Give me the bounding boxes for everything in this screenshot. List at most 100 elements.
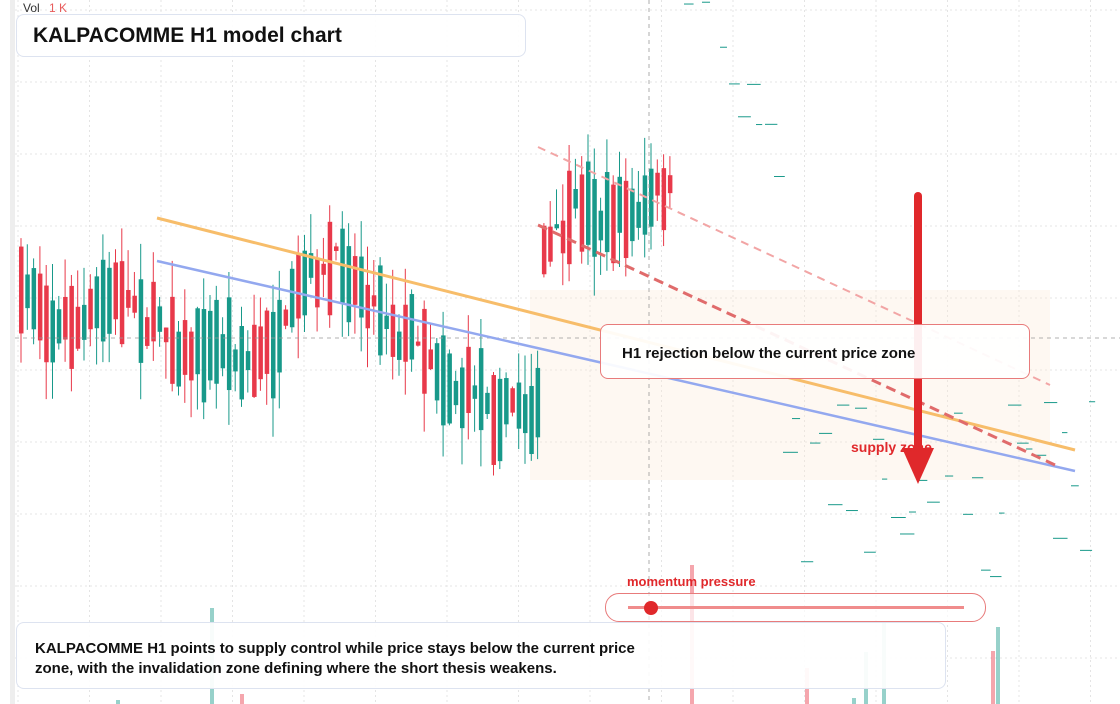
candle bbox=[371, 295, 377, 307]
candle bbox=[390, 304, 396, 357]
slider-track bbox=[628, 606, 964, 609]
momentum-slider bbox=[605, 593, 986, 622]
title-box: KALPACOMME H1 model chart bbox=[16, 14, 526, 57]
candle bbox=[214, 299, 219, 384]
candle bbox=[567, 170, 572, 265]
candle bbox=[145, 317, 150, 346]
candle bbox=[579, 174, 585, 252]
candle bbox=[466, 346, 471, 414]
candle bbox=[623, 180, 629, 259]
vol-value: 1 K bbox=[49, 1, 67, 15]
candle bbox=[138, 279, 144, 363]
candle bbox=[157, 306, 163, 332]
candle bbox=[667, 175, 673, 194]
candle bbox=[415, 341, 421, 346]
candle bbox=[642, 175, 648, 235]
candle bbox=[617, 176, 622, 233]
supply-zone bbox=[530, 290, 1050, 480]
candle bbox=[485, 392, 490, 415]
candle bbox=[315, 257, 320, 308]
candle bbox=[289, 268, 295, 328]
candle bbox=[655, 172, 660, 196]
candle bbox=[636, 201, 641, 228]
candle bbox=[245, 351, 251, 371]
candle bbox=[75, 306, 81, 349]
summary: KALPACOMME H1 points to supply control w… bbox=[35, 640, 635, 677]
candle bbox=[31, 268, 37, 330]
candle bbox=[529, 385, 534, 455]
candle bbox=[201, 309, 207, 403]
candle bbox=[19, 246, 24, 334]
candle bbox=[403, 304, 408, 362]
zone-label: supply zone bbox=[851, 439, 932, 455]
candle bbox=[586, 161, 591, 245]
candle bbox=[378, 265, 383, 356]
momentum-label: momentum pressure bbox=[627, 574, 756, 589]
candle bbox=[44, 285, 49, 363]
title: KALPACOMME H1 model chart bbox=[33, 24, 342, 47]
vol-label: Vol bbox=[23, 1, 40, 15]
candle bbox=[453, 380, 459, 406]
candle bbox=[630, 188, 635, 242]
candle bbox=[604, 172, 610, 253]
candle bbox=[447, 353, 452, 424]
candle bbox=[460, 367, 465, 429]
candle bbox=[661, 168, 667, 231]
volume-bar bbox=[991, 651, 995, 704]
candle bbox=[182, 320, 188, 375]
candle bbox=[434, 343, 440, 401]
candle bbox=[119, 261, 125, 345]
candle bbox=[82, 304, 87, 340]
candle bbox=[264, 310, 270, 374]
candle bbox=[296, 253, 301, 319]
annotation: H1 rejection below the current price zon… bbox=[622, 345, 916, 362]
candle bbox=[510, 388, 515, 413]
candle bbox=[277, 299, 282, 373]
candle bbox=[321, 263, 326, 275]
candle bbox=[100, 259, 106, 342]
candle bbox=[428, 349, 433, 370]
candle bbox=[163, 327, 169, 343]
volume-bar bbox=[116, 700, 120, 704]
candle bbox=[441, 335, 446, 426]
candle bbox=[233, 349, 238, 372]
candle bbox=[94, 276, 100, 329]
candle bbox=[132, 295, 137, 313]
candle bbox=[384, 315, 389, 330]
volume-bar bbox=[852, 698, 856, 704]
candle bbox=[573, 189, 578, 209]
candle bbox=[422, 308, 427, 394]
candle bbox=[327, 221, 333, 316]
volume-bar bbox=[996, 627, 1000, 704]
candle bbox=[365, 284, 370, 329]
volume-bar bbox=[240, 694, 244, 704]
candle bbox=[548, 226, 553, 262]
candle bbox=[239, 326, 244, 400]
candle bbox=[50, 300, 55, 363]
candle bbox=[611, 184, 616, 264]
candle bbox=[397, 331, 402, 360]
candle bbox=[560, 220, 566, 254]
candle bbox=[208, 310, 213, 381]
candle bbox=[63, 296, 68, 340]
candle bbox=[258, 326, 263, 380]
candle bbox=[283, 309, 289, 326]
candle bbox=[113, 262, 118, 320]
candle bbox=[69, 285, 74, 369]
candle bbox=[252, 324, 257, 397]
candle bbox=[56, 309, 62, 344]
candle bbox=[491, 375, 496, 465]
candle bbox=[359, 256, 364, 318]
arrow-head bbox=[902, 448, 934, 484]
candle bbox=[220, 334, 226, 369]
candle bbox=[352, 256, 358, 305]
candle bbox=[126, 290, 131, 308]
candle bbox=[170, 296, 175, 384]
candle bbox=[308, 253, 314, 278]
left-strip bbox=[10, 0, 15, 704]
candle bbox=[523, 394, 528, 434]
candle bbox=[189, 331, 194, 381]
summary-box: KALPACOMME H1 points to supply control w… bbox=[16, 622, 946, 689]
candle bbox=[151, 281, 156, 342]
